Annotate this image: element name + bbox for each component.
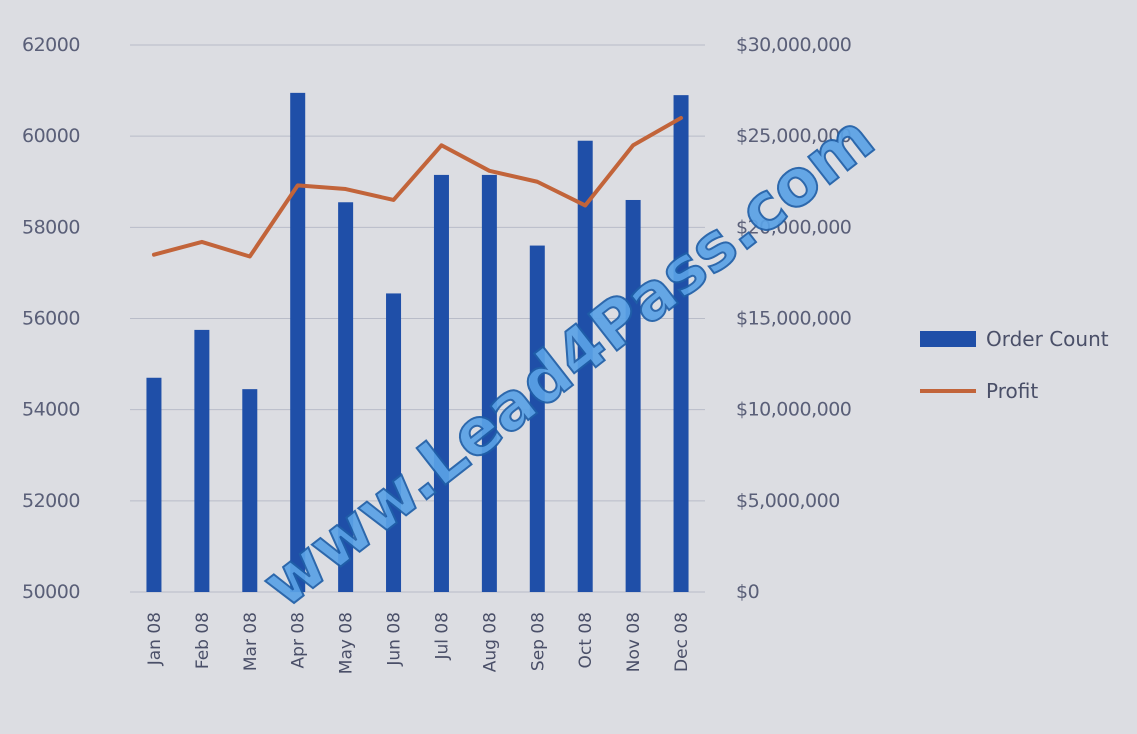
- profit-point: [631, 143, 635, 147]
- left-tick-label: 60000: [22, 125, 80, 147]
- order-count-bar: [242, 389, 258, 592]
- right-tick-label: $5,000,000: [736, 490, 840, 512]
- profit-point: [487, 169, 491, 173]
- profit-point: [583, 203, 587, 207]
- profit-point: [296, 183, 300, 187]
- profit-line-path: [151, 115, 684, 259]
- profit-point: [392, 198, 396, 202]
- left-tick-label: 56000: [22, 308, 80, 330]
- left-tick-label: 50000: [22, 581, 80, 603]
- x-tick-label: Jan 08: [145, 612, 165, 666]
- x-tick-label: Aug 08: [480, 612, 500, 672]
- order-count-bar: [481, 174, 497, 592]
- right-tick-label: $20,000,000: [736, 216, 851, 238]
- left-tick-label: 58000: [22, 216, 80, 238]
- order-count-bar: [529, 245, 545, 593]
- gridlines: [130, 44, 705, 593]
- right-tick-label: $25,000,000: [736, 125, 851, 147]
- legend-label-order-count: Order Count: [986, 327, 1109, 351]
- profit-point: [248, 255, 252, 259]
- order-count-bar: [290, 92, 306, 593]
- legend-swatch-order-count: [920, 331, 976, 347]
- x-tick-label: Sep 08: [528, 612, 548, 671]
- x-tick-label: Apr 08: [289, 612, 309, 668]
- profit-point: [439, 143, 443, 147]
- order-count-bar: [146, 377, 162, 592]
- x-tick-label: Jul 08: [432, 612, 452, 661]
- right-axis-ticks: $30,000,000 $25,000,000 $20,000,000 $15,000…: [736, 34, 852, 603]
- right-tick-label: $30,000,000: [736, 34, 851, 56]
- profit-point: [152, 253, 156, 257]
- order-count-bars: [146, 92, 689, 593]
- x-tick-label: Feb 08: [193, 612, 213, 669]
- legend: Order Count Profit: [920, 327, 1109, 403]
- left-tick-label: 52000: [22, 490, 80, 512]
- profit-point: [679, 116, 683, 120]
- x-tick-label: Nov 08: [624, 612, 644, 672]
- order-count-bar: [386, 293, 402, 592]
- profit-point: [344, 187, 348, 191]
- right-tick-label: $15,000,000: [736, 308, 851, 330]
- x-tick-label: Oct 08: [576, 612, 596, 668]
- left-tick-label: 62000: [22, 34, 80, 56]
- left-tick-label: 54000: [22, 399, 80, 421]
- right-tick-label: $0: [736, 581, 759, 603]
- x-axis-ticks: Jan 08 Feb 08 Mar 08 Apr 08 May 08 Jun 08 Jul …: [145, 612, 692, 674]
- legend-label-profit: Profit: [986, 379, 1038, 403]
- x-tick-label: Dec 08: [672, 612, 692, 672]
- x-tick-label: May 08: [337, 612, 357, 674]
- x-tick-label: Jun 08: [385, 612, 405, 667]
- order-count-bar: [194, 329, 210, 592]
- order-count-bar: [577, 140, 593, 592]
- order-count-bar: [625, 199, 641, 592]
- left-axis-ticks: 62000 60000 58000 56000 54000 52000 50000: [22, 34, 80, 603]
- order-count-bar: [673, 95, 689, 593]
- right-tick-label: $10,000,000: [736, 399, 851, 421]
- profit-point: [200, 240, 204, 244]
- order-count-bar: [433, 174, 449, 592]
- profit-line: [151, 115, 684, 259]
- profit-point: [535, 180, 539, 184]
- order-count-bar: [338, 202, 354, 592]
- x-tick-label: Mar 08: [241, 612, 261, 671]
